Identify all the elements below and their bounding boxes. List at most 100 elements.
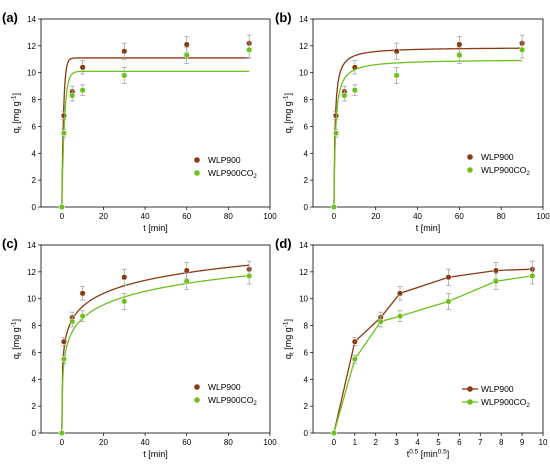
y-tick-label: 6 xyxy=(32,348,37,357)
chart-panel: (c) 0 20 40 60 80 100 0 2 4 6 8 10 12 14 t [min] qt​ [mg… xyxy=(2,236,277,459)
x-tick-label: 7 xyxy=(478,438,483,447)
data-point xyxy=(183,52,190,59)
legend-marker xyxy=(194,384,200,390)
data-point xyxy=(60,356,67,363)
panel-label: (c) xyxy=(2,236,18,251)
legend-marker xyxy=(194,397,200,403)
legend-marker xyxy=(194,157,200,163)
x-tick-label: 2 xyxy=(374,438,379,447)
data-point xyxy=(246,46,253,53)
series-line xyxy=(333,275,533,434)
series-line xyxy=(333,268,533,434)
fit-curve xyxy=(61,264,250,434)
data-point xyxy=(456,41,463,48)
data-point xyxy=(330,429,337,437)
plot-frame xyxy=(312,244,544,434)
y-tick-label: 10 xyxy=(27,295,36,304)
data-point xyxy=(351,356,358,363)
panel-label: (b) xyxy=(275,10,292,25)
data-point xyxy=(445,298,452,305)
data-point xyxy=(58,203,65,211)
legend-marker xyxy=(467,399,473,405)
x-tick-label: 5 xyxy=(436,438,441,447)
y-tick-label: 14 xyxy=(27,241,36,250)
x-tick-label: 60 xyxy=(182,438,191,447)
data-point xyxy=(79,87,86,94)
legend-label: WLP900 xyxy=(481,152,514,162)
y-tick-label: 8 xyxy=(304,96,309,105)
x-tick-label: 40 xyxy=(413,212,422,221)
legend-label: WLP900 xyxy=(481,384,514,394)
x-axis-label: t [min] xyxy=(143,223,168,233)
y-tick-label: 4 xyxy=(304,149,309,158)
legend-label: WLP900CO2​ xyxy=(481,165,530,177)
data-point xyxy=(351,87,358,94)
y-tick-label: 0 xyxy=(32,429,37,438)
y-tick-label: 12 xyxy=(27,42,36,51)
data-point xyxy=(529,272,536,279)
data-point xyxy=(183,41,190,48)
data-point xyxy=(121,72,128,79)
y-tick-label: 10 xyxy=(27,69,36,78)
data-point xyxy=(79,64,86,71)
y-axis-label: qt​ [mg g-1​] xyxy=(283,319,296,359)
y-tick-label: 12 xyxy=(299,268,308,277)
y-tick-label: 14 xyxy=(27,15,36,24)
x-tick-label: 100 xyxy=(263,212,277,221)
x-tick-label: 3 xyxy=(394,438,399,447)
plot-frame xyxy=(40,18,271,208)
y-tick-label: 0 xyxy=(32,203,37,212)
panel-label: (a) xyxy=(2,10,18,25)
data-point xyxy=(456,52,463,59)
x-axis-label: t0.5​ [min0.5​] xyxy=(407,449,450,459)
x-axis-label: t [min] xyxy=(416,223,441,233)
y-tick-label: 12 xyxy=(27,268,36,277)
data-point xyxy=(445,274,452,281)
data-point xyxy=(396,313,404,320)
x-tick-label: 80 xyxy=(224,212,233,221)
legend-label: WLP900CO2​ xyxy=(208,168,257,180)
data-point xyxy=(396,290,404,297)
y-tick-label: 14 xyxy=(299,15,308,24)
legend-marker xyxy=(467,386,473,392)
y-tick-label: 10 xyxy=(299,295,308,304)
x-tick-label: 20 xyxy=(371,212,380,221)
chart-panel: (b) 0 20 40 60 80 100 0 2 4 6 8 10 12 14 t [min] qt​ [mg… xyxy=(275,10,550,233)
legend-label: WLP900CO2​ xyxy=(481,397,530,409)
data-point xyxy=(377,318,384,325)
panel-label: (d) xyxy=(275,236,292,251)
legend-marker xyxy=(467,167,473,173)
data-point xyxy=(121,298,128,305)
data-point xyxy=(183,278,190,285)
data-point xyxy=(183,267,190,274)
data-point xyxy=(393,72,400,79)
x-tick-label: 60 xyxy=(182,212,191,221)
x-tick-label: 0 xyxy=(332,212,337,221)
legend-marker xyxy=(467,154,473,160)
data-point xyxy=(121,48,128,55)
legend-label: WLP900CO2​ xyxy=(208,395,257,407)
x-tick-label: 0 xyxy=(332,438,337,447)
data-point xyxy=(69,318,76,325)
y-axis-label: qt​ [mg g-1​] xyxy=(11,93,24,133)
y-tick-label: 0 xyxy=(304,429,309,438)
fit-curve xyxy=(61,274,250,434)
x-tick-label: 100 xyxy=(536,212,550,221)
data-point xyxy=(60,112,67,119)
x-tick-label: 40 xyxy=(141,212,150,221)
x-tick-label: 1 xyxy=(353,438,358,447)
x-tick-label: 100 xyxy=(263,438,277,447)
legend-label: WLP900 xyxy=(208,382,241,392)
y-tick-label: 4 xyxy=(32,375,37,384)
plot-frame xyxy=(312,18,544,208)
x-tick-label: 80 xyxy=(497,212,506,221)
y-tick-label: 2 xyxy=(304,176,309,185)
x-tick-label: 8 xyxy=(499,438,504,447)
y-axis-label: qt​ [mg g-1​] xyxy=(11,319,24,359)
x-tick-label: 40 xyxy=(141,438,150,447)
chart-panel: (a) 0 20 40 60 80 100 0 2 4 6 8 10 12 14 t [min] qt​ [mg… xyxy=(2,10,277,233)
x-tick-label: 60 xyxy=(455,212,464,221)
data-point xyxy=(341,92,348,99)
y-tick-label: 0 xyxy=(304,203,309,212)
